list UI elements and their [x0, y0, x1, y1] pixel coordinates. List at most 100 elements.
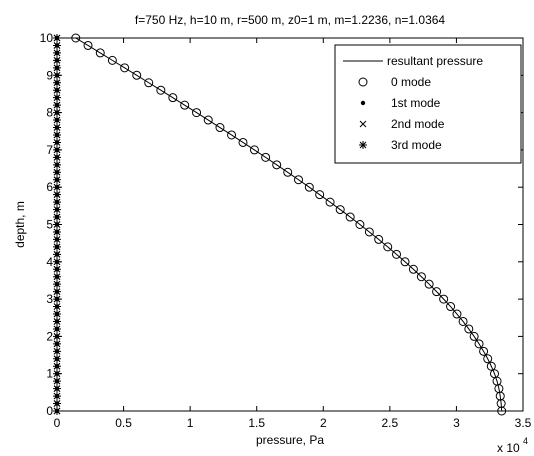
data-point: [192, 108, 202, 118]
series-3rd-mode: [53, 34, 61, 415]
data-point: [53, 354, 61, 363]
data-point: [335, 205, 345, 215]
data-point: [53, 377, 61, 386]
data-point: [53, 250, 61, 259]
data-point: [53, 78, 61, 87]
data-point: [53, 205, 61, 214]
data-point: [53, 392, 61, 401]
data-point: [383, 242, 393, 252]
data-point: [53, 71, 61, 80]
data-point: [53, 310, 61, 319]
legend-label: 1st mode: [391, 96, 441, 110]
data-point: [107, 55, 117, 65]
data-point: [490, 369, 500, 379]
data-point: [120, 63, 130, 73]
x-tick-label: 1.5: [248, 416, 265, 430]
data-point: [304, 182, 314, 192]
data-point: [439, 294, 449, 304]
data-point: [416, 272, 426, 282]
x-tick-label: 0.5: [115, 416, 132, 430]
data-point: [325, 197, 335, 207]
data-point: [53, 138, 61, 147]
x-tick-label: 1: [187, 416, 194, 430]
data-point: [53, 198, 61, 207]
data-point: [400, 257, 410, 267]
y-tick-label: 1: [46, 367, 53, 381]
data-point: [53, 369, 61, 378]
data-point: [464, 324, 474, 334]
data-point: [261, 152, 271, 162]
y-tick-label: 2: [46, 329, 53, 343]
data-point: [469, 331, 479, 341]
data-point: [474, 339, 484, 349]
data-point: [53, 339, 61, 348]
data-point: [53, 116, 61, 125]
y-tick-label: 9: [46, 68, 53, 82]
data-point: [215, 123, 225, 133]
legend: resultant pressure 0 mode 1st mode 2nd mode…: [334, 44, 522, 164]
y-tick-label: 3: [46, 292, 53, 306]
y-tick-label: 0: [46, 404, 53, 418]
data-point: [227, 130, 237, 140]
data-point: [53, 257, 61, 266]
x-axis-exponent: x 10 4: [497, 436, 528, 455]
data-point: [53, 227, 61, 236]
data-point: [53, 220, 61, 229]
x-tick-label: 2.5: [382, 416, 399, 430]
data-point: [53, 384, 61, 393]
data-point: [53, 407, 61, 415]
data-point: [53, 175, 61, 184]
data-point: [53, 295, 61, 304]
data-point: [446, 302, 456, 312]
data-point: [238, 137, 248, 147]
legend-label: resultant pressure: [387, 54, 483, 68]
data-point: [294, 175, 304, 185]
data-point: [156, 85, 166, 95]
legend-label: 0 mode: [391, 75, 431, 89]
data-point: [203, 115, 213, 125]
data-point: [53, 280, 61, 289]
data-point: [458, 316, 468, 326]
data-point: [53, 63, 61, 72]
legend-marker: [358, 77, 368, 87]
series-resultant-pressure: [75, 37, 503, 412]
data-point: [392, 249, 402, 259]
data-point: [168, 93, 178, 103]
data-point: [53, 242, 61, 251]
series-layer: [53, 33, 507, 416]
x-tick-label: 3: [453, 416, 460, 430]
legend-marker: [359, 120, 367, 128]
data-point: [374, 234, 384, 244]
data-point: [53, 108, 61, 117]
data-point: [83, 40, 93, 50]
data-point: [355, 220, 365, 229]
data-point: [71, 33, 81, 43]
data-point: [53, 101, 61, 110]
y-tick-label: 7: [46, 143, 53, 157]
data-point: [53, 86, 61, 95]
y-tick-label: 6: [46, 180, 53, 194]
data-point: [53, 130, 61, 139]
data-point: [53, 213, 61, 222]
data-point: [53, 153, 61, 162]
data-point: [53, 287, 61, 296]
data-point: [432, 287, 442, 297]
data-point: [53, 160, 61, 169]
data-point: [53, 324, 61, 333]
data-point: [53, 190, 61, 199]
y-tick-label: 5: [46, 218, 53, 232]
resultant-pressure-line: [75, 37, 503, 412]
data-point: [315, 190, 325, 200]
data-point: [272, 160, 282, 170]
data-point: [53, 123, 61, 132]
data-point: [53, 235, 61, 244]
data-point: [95, 48, 105, 58]
data-point: [180, 100, 190, 110]
data-point: [483, 354, 493, 364]
x-tick-label: 2: [320, 416, 327, 430]
data-point: [53, 302, 61, 311]
data-point: [424, 279, 434, 289]
data-point: [345, 212, 355, 222]
legend-label: 2nd mode: [391, 117, 445, 131]
